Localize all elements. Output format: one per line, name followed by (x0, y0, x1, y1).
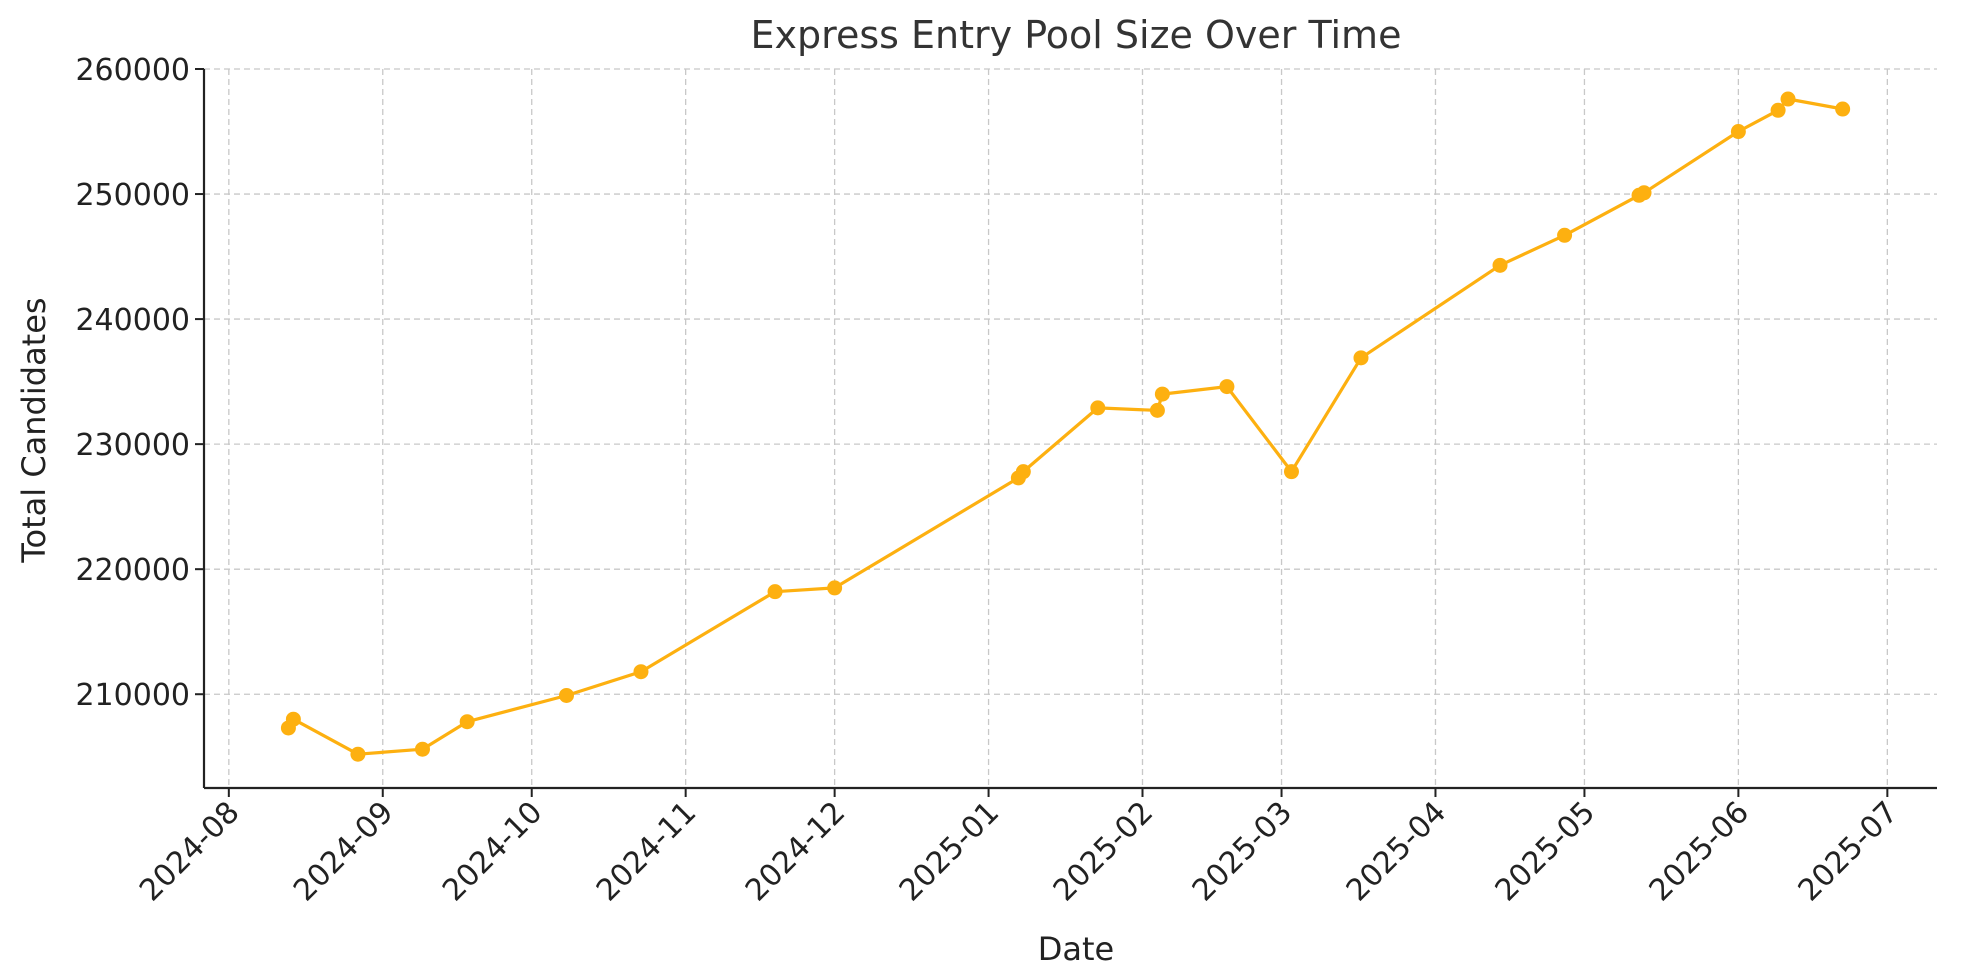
x-tick-label: 2024-08 (133, 795, 246, 908)
chart-title: Express Entry Pool Size Over Time (751, 13, 1402, 57)
data-point (350, 746, 366, 762)
x-tick-label: 2025-03 (1186, 795, 1299, 908)
data-point (1283, 464, 1299, 480)
y-tick-label: 240000 (75, 303, 190, 338)
x-tick-label: 2025-05 (1489, 795, 1602, 908)
x-tick-label: 2024-10 (436, 795, 549, 908)
data-point (1219, 379, 1235, 395)
data-point (1780, 91, 1796, 107)
y-tick-label: 250000 (75, 178, 190, 213)
data-point (414, 741, 430, 757)
x-tick-label: 2024-11 (590, 795, 703, 908)
x-tick-label: 2025-02 (1047, 795, 1160, 908)
y-axis-label: Total Candidates (15, 297, 53, 563)
y-tick-label: 210000 (75, 678, 190, 713)
ticks: 2024-08 2024-09 2024-10 2024-11 2024-12 2025-… (75, 53, 1905, 908)
data-point (1730, 124, 1746, 140)
data-point (633, 664, 649, 680)
x-tick-label: 2025-06 (1643, 795, 1756, 908)
x-tick-label: 2025-04 (1340, 795, 1453, 908)
data-point (1835, 101, 1851, 117)
data-point (1353, 350, 1369, 366)
x-tick-label: 2024-09 (287, 795, 400, 908)
data-point (1557, 227, 1573, 243)
data-point (1090, 400, 1106, 416)
series-line (287, 97, 1843, 756)
data-point (558, 687, 574, 703)
x-tick-label: 2025-01 (893, 795, 1006, 908)
data-point (459, 714, 475, 730)
data-point (1149, 402, 1165, 418)
y-tick-label: 220000 (75, 553, 190, 588)
x-axis-label: Date (1038, 930, 1114, 968)
data-point (1154, 386, 1170, 402)
y-tick-label: 260000 (75, 53, 190, 88)
series (280, 91, 1851, 762)
x-tick-label: 2025-07 (1792, 795, 1905, 908)
grid (204, 68, 1937, 788)
data-point (1015, 464, 1031, 480)
data-point (827, 580, 843, 596)
data-point (285, 711, 301, 727)
y-tick-label: 230000 (75, 428, 190, 463)
data-point (1492, 257, 1508, 273)
data-point (1636, 185, 1652, 201)
x-tick-label: 2024-12 (739, 795, 852, 908)
data-point (767, 584, 783, 600)
axes (202, 69, 1937, 790)
data-point (1770, 102, 1786, 118)
